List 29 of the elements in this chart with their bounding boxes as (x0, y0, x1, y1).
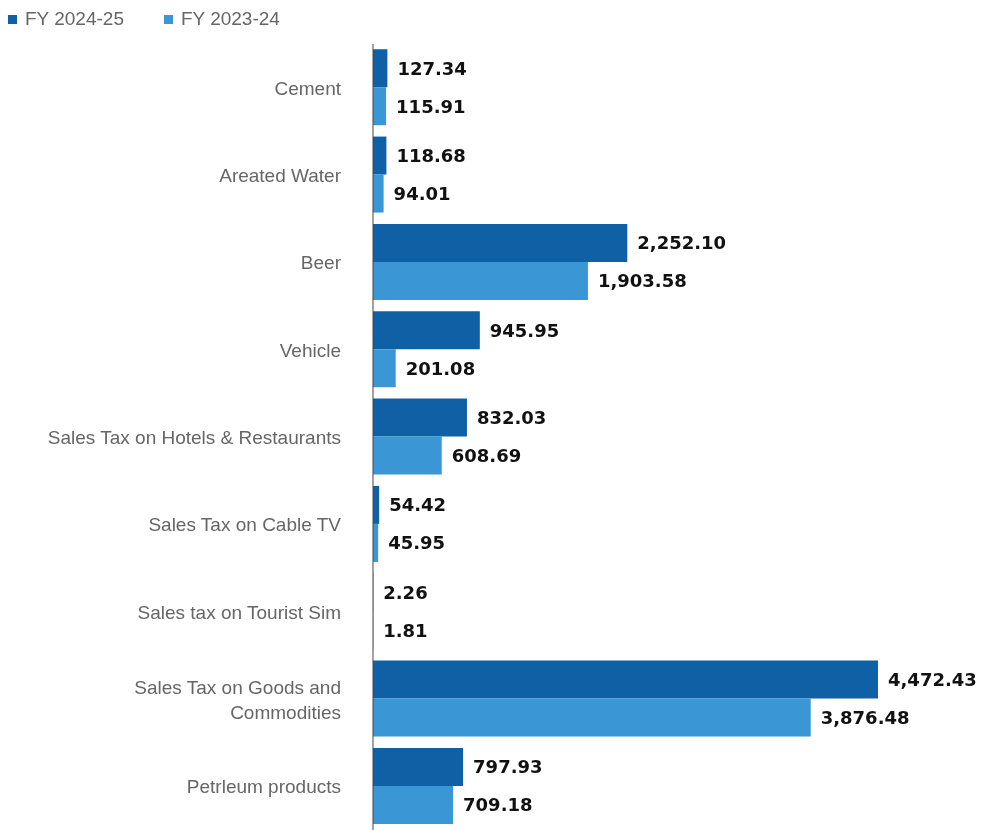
y-tick-label: Sales tax on Tourist Sim (137, 601, 341, 623)
data-label: 1,903.58 (597, 270, 687, 292)
data-label: 127.34 (397, 57, 467, 79)
data-label: 3,876.48 (820, 707, 910, 729)
data-label: 54.42 (389, 494, 447, 516)
data-label: 709.18 (463, 794, 533, 816)
y-tick-label: Sales Tax on Hotels & Restaurants (47, 426, 341, 448)
y-tick-label: Beer (300, 251, 342, 273)
legend-label: FY 2024-25 (24, 8, 124, 30)
legend-label: FY 2023-24 (179, 8, 280, 30)
data-label: 45.95 (388, 532, 446, 554)
data-label: 832.03 (476, 407, 547, 429)
data-label: 118.68 (396, 145, 466, 167)
data-label: 4,472.43 (888, 669, 977, 691)
data-label: 2,252.10 (637, 232, 727, 254)
y-tick-label: Vehicle (279, 339, 341, 361)
y-tick-label: Cement (274, 77, 342, 99)
data-label: 115.91 (396, 95, 466, 117)
data-label: 1.81 (383, 619, 428, 641)
data-label: 94.01 (393, 183, 451, 205)
y-tick-label: Sales Tax on Goods and Commodities (134, 676, 341, 722)
y-tick-label: Petrleum products (186, 775, 341, 797)
data-label: 945.95 (489, 319, 560, 341)
y-tick-label: Areated Water (219, 164, 342, 186)
data-label: 2.26 (383, 581, 428, 603)
data-label: 797.93 (473, 756, 543, 778)
data-label: 201.08 (405, 357, 476, 379)
data-label: 608.69 (451, 445, 522, 467)
y-tick-label: Sales Tax on Cable TV (148, 513, 342, 535)
